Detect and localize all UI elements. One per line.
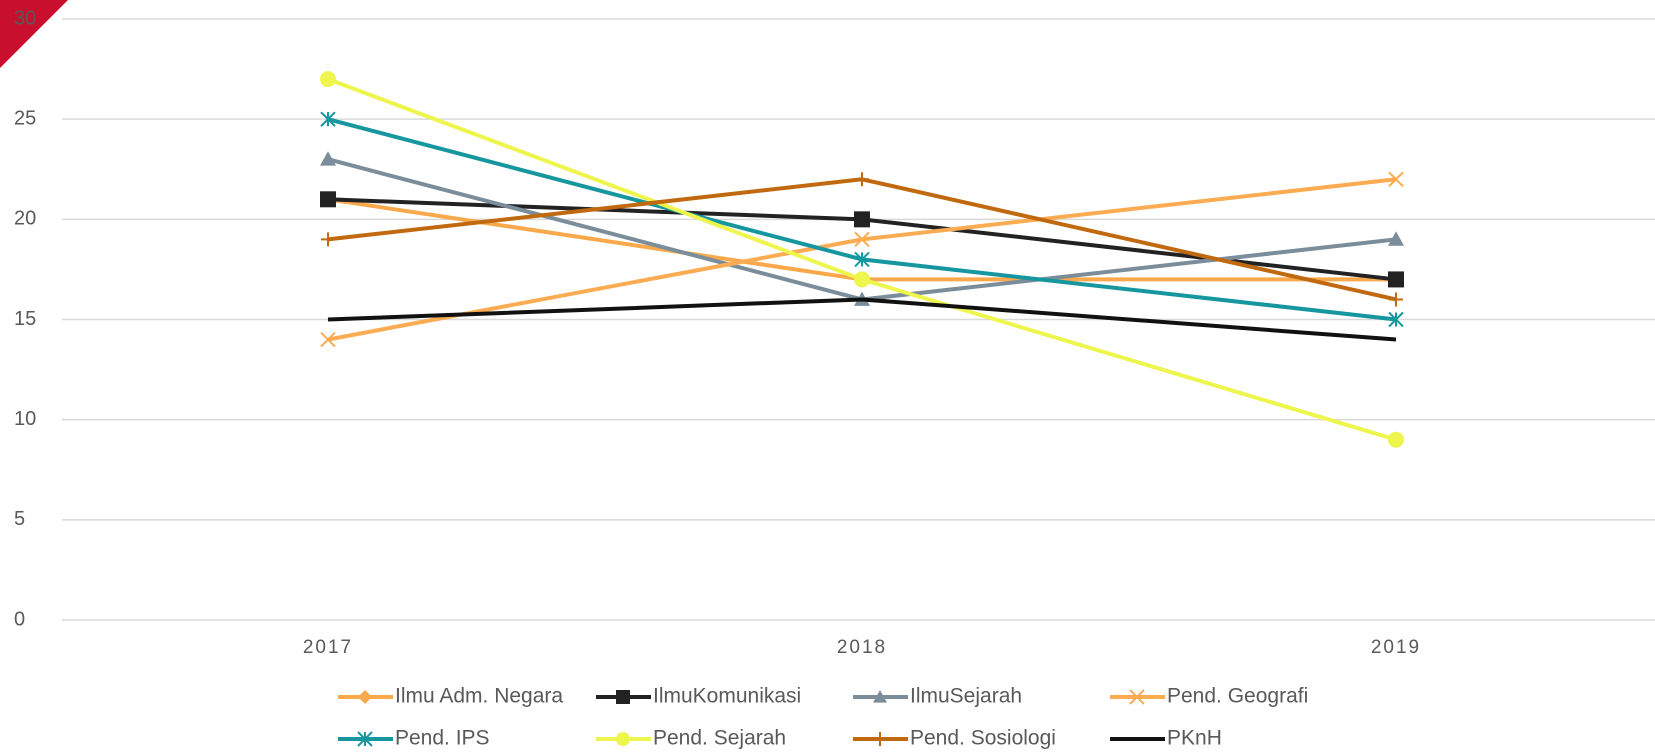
marker	[1388, 171, 1404, 187]
marker	[854, 251, 870, 268]
legend-label: PKnH	[1167, 727, 1222, 750]
legend-item: Ilmu Adm. Negara	[338, 685, 563, 708]
marker	[1388, 271, 1404, 288]
legend-label: IlmuSejarah	[910, 685, 1022, 708]
legend-label: Ilmu Adm. Negara	[395, 685, 563, 708]
legend-item: IlmuKomunikasi	[596, 685, 801, 708]
x-tick-label: 2019	[1371, 637, 1421, 658]
legend-item: Pend. Sejarah	[596, 727, 786, 750]
grid: 0 5 10 15 20 25 2017 2018 2019	[14, 18, 1655, 658]
y-tick-label: 20	[14, 208, 36, 230]
marker	[873, 690, 887, 703]
marker	[1388, 231, 1404, 246]
legend-item: PKnH	[1110, 727, 1222, 750]
legend: Ilmu Adm. Negara IlmuKomunikasi IlmuSejara…	[338, 685, 1308, 750]
marker	[320, 111, 336, 127]
marker	[358, 690, 372, 704]
marker	[1389, 292, 1403, 307]
legend-label: Pend. Sejarah	[653, 727, 786, 750]
legend-label: IlmuKomunikasi	[653, 685, 801, 708]
marker	[616, 690, 630, 704]
series-line	[327, 297, 1397, 342]
series-lines	[320, 71, 1404, 448]
marker	[873, 732, 887, 746]
marker	[320, 331, 336, 348]
marker	[1129, 689, 1145, 705]
marker	[357, 731, 373, 747]
legend-item: Pend. IPS	[338, 727, 490, 750]
y-tick-label: 0	[14, 608, 25, 630]
legend-label: Pend. Sosiologi	[910, 727, 1056, 750]
corner-decoration	[0, 0, 68, 68]
overlay: 30	[14, 7, 36, 29]
marker	[616, 732, 630, 746]
y-tick-label: 10	[14, 408, 36, 430]
marker	[320, 151, 336, 166]
marker	[320, 191, 336, 208]
legend-label: Pend. Geografi	[1167, 685, 1308, 708]
legend-item: Pend. Geografi	[1110, 685, 1308, 708]
legend-item: IlmuSejarah	[853, 685, 1022, 708]
x-tick-label: 2018	[837, 637, 887, 658]
y-tick-label: 25	[14, 107, 36, 129]
y-tick-label: 5	[14, 508, 25, 530]
y-tick-label: 30	[14, 7, 36, 29]
marker	[855, 172, 869, 187]
marker	[320, 71, 336, 88]
marker	[854, 231, 870, 248]
marker	[854, 211, 870, 228]
legend-label: Pend. IPS	[395, 727, 490, 750]
marker	[1388, 431, 1404, 448]
marker	[1388, 311, 1404, 328]
marker	[321, 232, 335, 247]
y-tick-label: 15	[14, 308, 36, 330]
x-tick-label: 2017	[303, 637, 353, 658]
marker	[854, 271, 870, 288]
legend-item: Pend. Sosiologi	[853, 727, 1056, 750]
